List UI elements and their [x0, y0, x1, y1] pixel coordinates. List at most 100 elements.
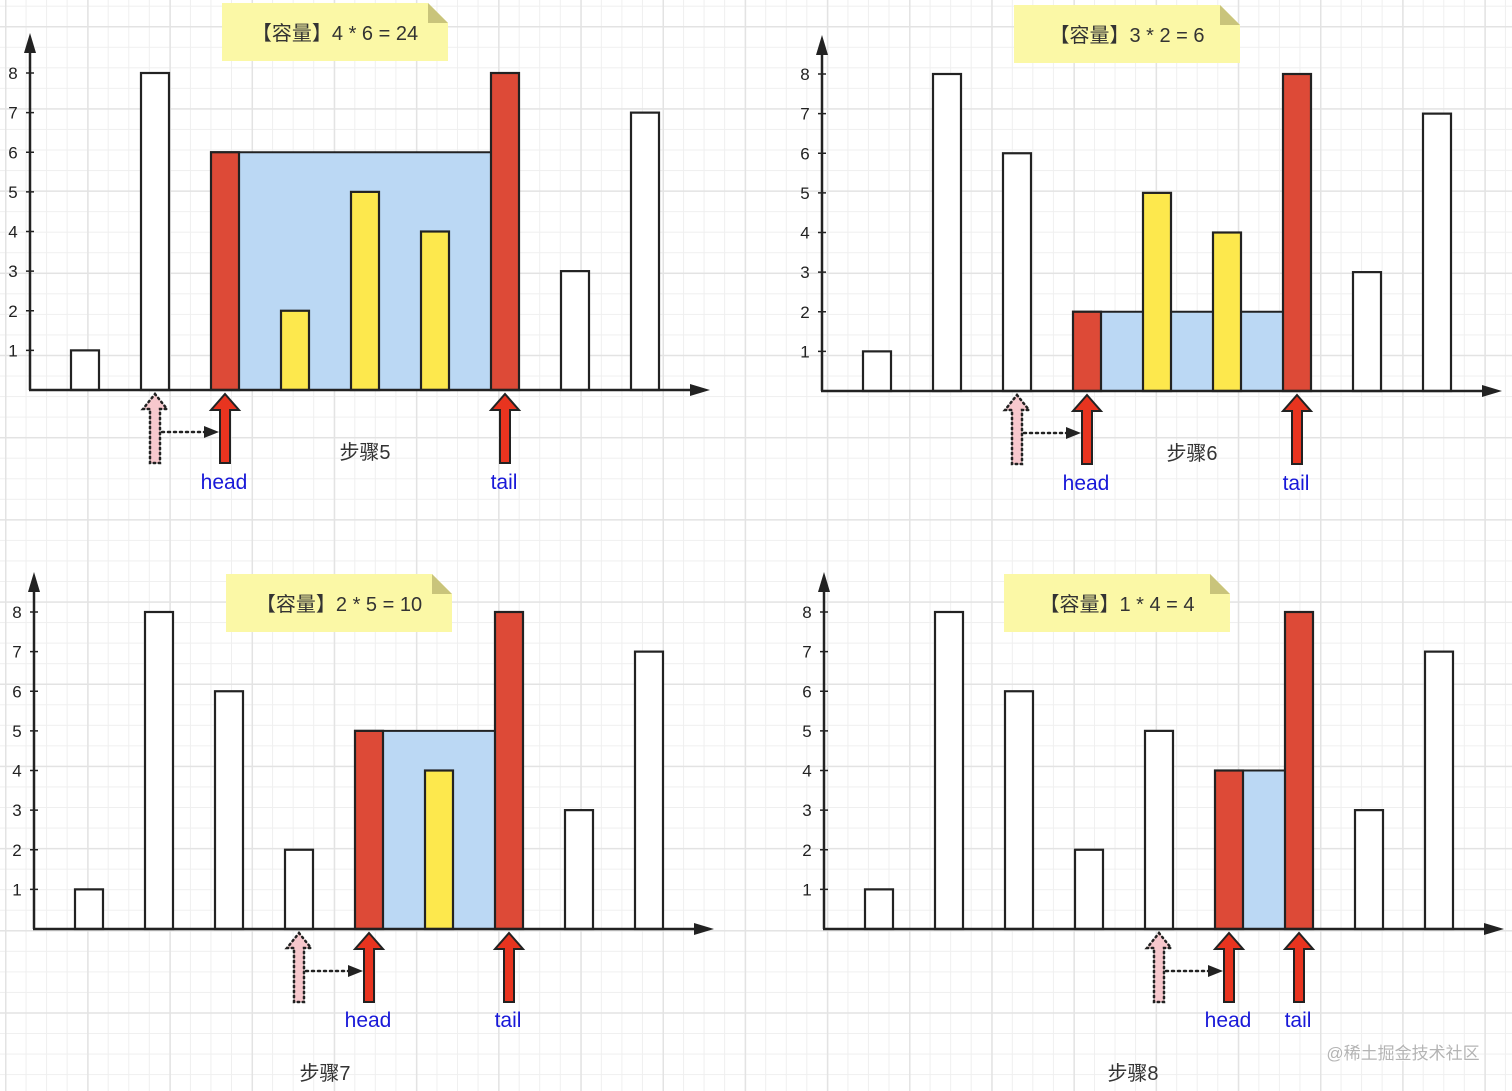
head-arrow-icon	[1212, 931, 1246, 1003]
y-tick-label: 7	[802, 643, 811, 662]
bar-empty	[629, 111, 661, 392]
water-area	[1072, 310, 1284, 392]
y-tick-label: 8	[802, 603, 811, 622]
move-arrowhead-icon	[204, 426, 219, 438]
tail-label: tail	[495, 1009, 522, 1032]
tail-arrow-icon	[1282, 931, 1316, 1003]
note-fold-corner	[1220, 5, 1240, 25]
step-panel-3: 1 2 3 4 5 6 7 8 【容量】2 * 5 = 10 head tail 步骤7	[12, 572, 714, 1085]
y-tick-label: 1	[802, 880, 811, 899]
y-axis-arrowhead-icon	[816, 35, 828, 55]
note-fold-corner	[432, 574, 452, 594]
bar-empty	[563, 809, 595, 931]
y-tick-label: 7	[8, 104, 17, 123]
bar-empty	[633, 650, 665, 931]
y-tick-label: 6	[12, 682, 21, 701]
y-tick-label: 2	[800, 303, 809, 322]
bar-empty	[1001, 152, 1033, 393]
bar-empty	[1351, 271, 1383, 393]
bar-pointer	[1071, 310, 1103, 393]
bar-inside	[349, 190, 381, 392]
head-arrow-icon	[208, 392, 242, 464]
head-label: head	[201, 471, 248, 494]
head-arrow-icon	[352, 931, 386, 1003]
step-panel-2: 1 2 3 4 5 6 7 8 【容量】3 * 2 = 6 head tail 步骤6	[800, 5, 1502, 495]
capacity-note: 【容量】3 * 2 = 6	[1014, 5, 1240, 63]
y-tick-label: 4	[800, 224, 809, 243]
bar-inside	[419, 230, 451, 392]
note-background	[1014, 5, 1240, 63]
y-tick-label: 3	[802, 801, 811, 820]
bar-empty	[861, 350, 893, 393]
bar-pointer	[1281, 72, 1313, 393]
bar-empty	[69, 349, 101, 392]
note-background	[226, 574, 452, 632]
y-tick-label: 4	[8, 223, 17, 242]
y-tick-label: 5	[800, 184, 809, 203]
head-label: head	[345, 1009, 392, 1032]
y-tick-label: 5	[8, 183, 17, 202]
tail-label: tail	[1285, 1009, 1312, 1032]
step-panel-4: 1 2 3 4 5 6 7 8 【容量】1 * 4 = 4 head tail 步骤8	[802, 572, 1504, 1085]
x-axis-arrowhead-icon	[1482, 385, 1502, 397]
bar-empty	[139, 71, 171, 392]
bar-empty	[1073, 848, 1105, 931]
tail-arrow-icon	[492, 931, 526, 1003]
bar-pointer	[489, 71, 521, 392]
y-tick-label: 2	[12, 841, 21, 860]
capacity-formula: 【容量】2 * 5 = 10	[256, 593, 422, 616]
y-tick-label: 3	[12, 801, 21, 820]
bar-empty	[1143, 729, 1175, 931]
note-fold-corner	[1210, 574, 1230, 594]
x-axis-arrowhead-icon	[690, 384, 710, 396]
previous-head-arrow-icon	[284, 930, 314, 1004]
bar-empty	[143, 610, 175, 931]
bar-pointer	[209, 151, 241, 392]
capacity-formula: 【容量】3 * 2 = 6	[1049, 24, 1204, 47]
y-tick-label: 4	[12, 762, 21, 781]
y-tick-label: 3	[800, 263, 809, 282]
step-label: 步骤6	[1166, 442, 1217, 465]
y-tick-label: 1	[12, 880, 21, 899]
note-background	[222, 3, 448, 61]
note-background	[1004, 574, 1230, 632]
bar-inside	[279, 309, 311, 392]
y-tick-label: 5	[12, 722, 21, 741]
bar-pointer	[493, 610, 525, 931]
y-tick-label: 6	[800, 144, 809, 163]
bar-inside	[423, 769, 455, 931]
capacity-note: 【容量】2 * 5 = 10	[226, 574, 452, 632]
move-arrowhead-icon	[1208, 965, 1223, 977]
bar-inside	[1141, 191, 1173, 393]
bar-empty	[73, 888, 105, 931]
y-tick-label: 8	[8, 64, 17, 83]
y-tick-label: 8	[800, 65, 809, 84]
capacity-formula: 【容量】4 * 6 = 24	[252, 22, 418, 45]
bar-empty	[933, 610, 965, 931]
y-axis-arrowhead-icon	[818, 572, 830, 592]
move-arrowhead-icon	[1066, 427, 1081, 439]
y-tick-label: 5	[802, 722, 811, 741]
tail-label: tail	[1283, 472, 1310, 495]
head-arrow-icon	[1070, 393, 1104, 465]
step-label: 步骤7	[299, 1062, 350, 1085]
y-tick-label: 1	[8, 341, 17, 360]
bar-empty	[1423, 650, 1455, 931]
bar-empty	[1421, 112, 1453, 393]
step-label: 步骤8	[1107, 1062, 1158, 1085]
y-tick-label: 2	[8, 302, 17, 321]
y-tick-label: 8	[12, 603, 21, 622]
y-tick-label: 6	[802, 682, 811, 701]
step-label: 步骤5	[339, 441, 390, 464]
head-label: head	[1063, 472, 1110, 495]
y-tick-label: 7	[800, 105, 809, 124]
bar-empty	[863, 888, 895, 931]
bar-pointer	[353, 729, 385, 931]
y-tick-label: 3	[8, 262, 17, 281]
tail-label: tail	[491, 471, 518, 494]
previous-head-arrow-icon	[1144, 930, 1174, 1004]
y-tick-label: 6	[8, 143, 17, 162]
bar-pointer	[1213, 769, 1245, 931]
capacity-note: 【容量】4 * 6 = 24	[222, 3, 448, 61]
